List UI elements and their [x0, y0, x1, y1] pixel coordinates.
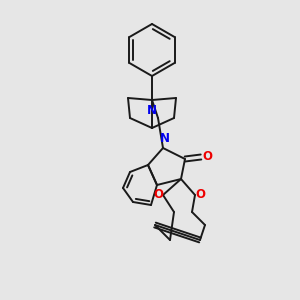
Text: O: O	[153, 188, 163, 202]
Text: O: O	[202, 151, 212, 164]
Text: N: N	[147, 104, 157, 117]
Text: O: O	[195, 188, 205, 202]
Text: N: N	[160, 132, 170, 145]
